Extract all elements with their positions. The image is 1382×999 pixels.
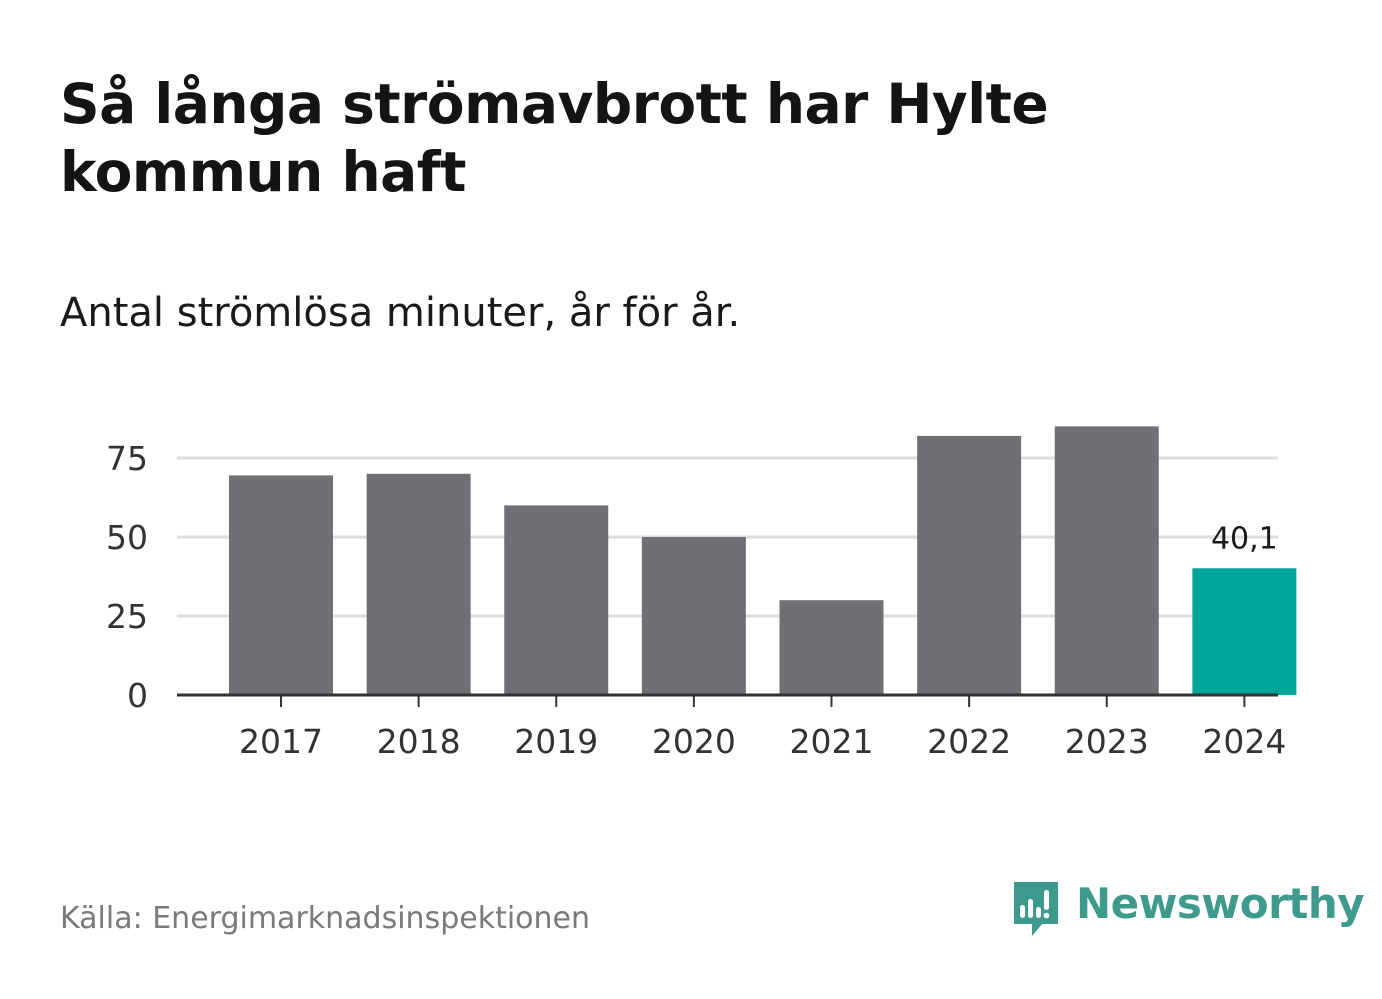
chart-title: Så långa strömavbrott har Hylte kommun h… [60, 72, 1049, 204]
source-note: Källa: Energimarknadsinspektionen [60, 901, 591, 936]
bar-chart: 0 25 50 75 40,1 2017 2018 2019 2020 2021 2022 2023 2… [106, 426, 1297, 761]
x-tick-label: 2021 [790, 722, 874, 761]
x-tick-label: 2018 [377, 722, 461, 761]
chart-subtitle: Antal strömlösa minuter, år för år. [60, 290, 741, 336]
bar-2023 [1054, 426, 1159, 695]
y-tick-label: 50 [106, 518, 148, 557]
y-tick-label: 75 [106, 439, 148, 478]
x-tick-label: 2022 [927, 722, 1011, 761]
data-label: 40,1 [1211, 521, 1278, 556]
bar-2019 [504, 505, 609, 695]
bar-2022 [917, 435, 1022, 695]
x-tick-label: 2020 [652, 722, 736, 761]
x-tick-label: 2023 [1065, 722, 1149, 761]
bar-2021 [779, 600, 884, 695]
bar-2020 [641, 537, 746, 695]
x-tick-label: 2019 [514, 722, 598, 761]
brand-name: Newsworthy [1076, 879, 1365, 928]
x-tick-label: 2024 [1202, 722, 1286, 761]
bar-2017 [229, 475, 333, 695]
bar-chart-speech-bubble-icon [1014, 882, 1058, 936]
y-tick-label: 0 [127, 676, 148, 715]
bar-2024 [1192, 568, 1297, 695]
newsworthy-logo: Newsworthy [1010, 878, 1365, 942]
bar-2018 [366, 473, 471, 695]
y-tick-label: 25 [106, 597, 148, 636]
x-tick-label: 2017 [239, 722, 323, 761]
